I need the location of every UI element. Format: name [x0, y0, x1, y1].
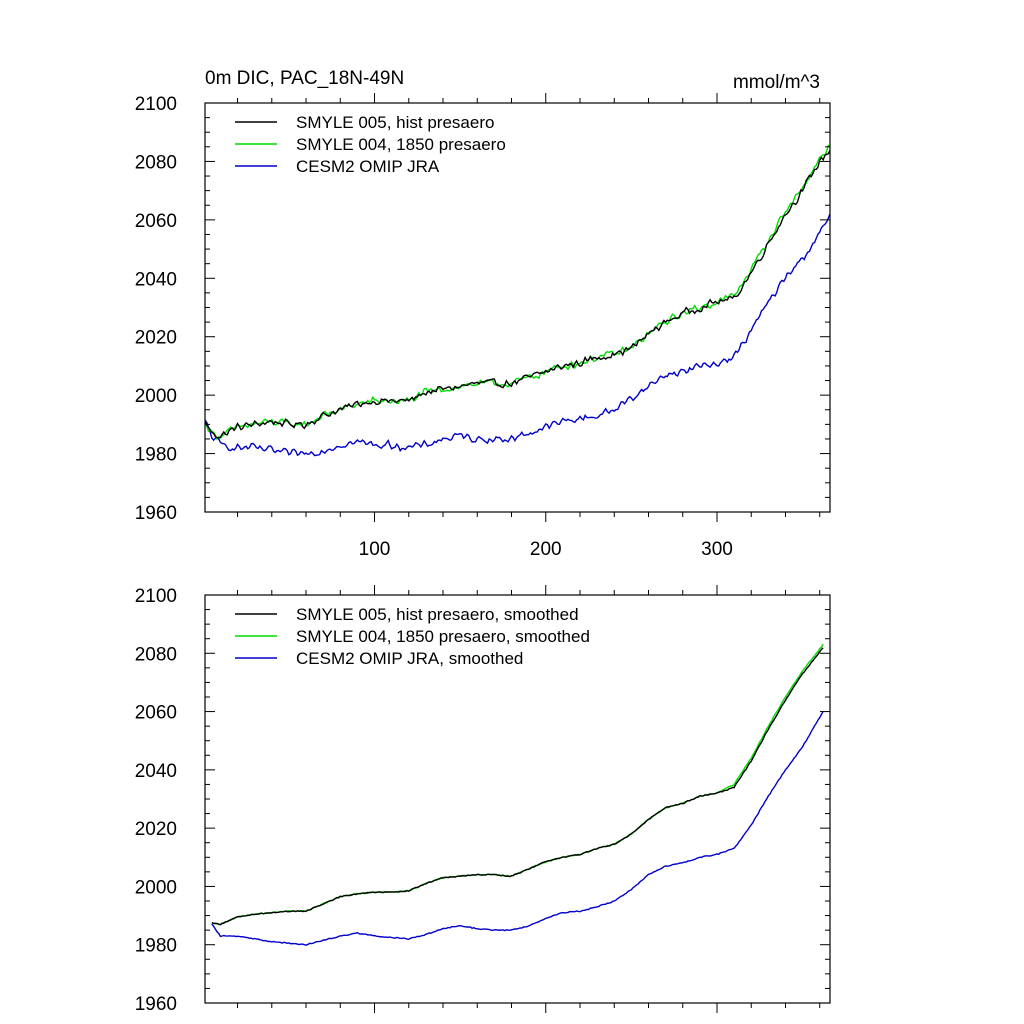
y-tick-label: 2000 [135, 386, 177, 407]
y-tick-label: 1980 [135, 936, 177, 957]
y-tick-label: 2100 [135, 94, 177, 115]
x-tick-label: 200 [530, 539, 562, 560]
y-tick-label: 1980 [135, 445, 177, 466]
series-line-fixed1850 [205, 144, 830, 441]
series-line-omip [205, 213, 830, 457]
legend-label-fixed1850: SMYLE 004, 1850 presaero, smoothed [296, 627, 590, 646]
units-label: mmol/m^3 [733, 72, 820, 93]
legend: SMYLE 005, hist presaero SMYLE 004, 1850 … [235, 113, 506, 176]
chart-title: 0m DIC, PAC_18N-49N [205, 68, 404, 89]
y-tick-label: 2060 [135, 211, 177, 232]
series-line-hist [211, 647, 824, 926]
series-line-omip [211, 710, 824, 946]
series-line-fixed1850 [211, 643, 824, 926]
legend: SMYLE 005, hist presaero, smoothed SMYLE … [235, 605, 590, 668]
legend-label-hist: SMYLE 005, hist presaero [296, 113, 494, 132]
y-tick-label: 2080 [135, 644, 177, 665]
series-lines [211, 643, 824, 946]
bottom-panel: 1960 1980 2000 2020 2040 2060 2080 2100 SMYLE 00… [135, 585, 831, 1015]
y-tick-label: 1960 [135, 994, 177, 1015]
legend-label-fixed1850: SMYLE 004, 1850 presaero [296, 135, 506, 154]
y-tick-label: 2000 [135, 877, 177, 898]
y-tick-label: 2040 [135, 269, 177, 290]
y-tick-label: 2100 [135, 586, 177, 607]
top-panel: 1960 1980 2000 2020 2040 2060 2080 2100 100 200 30… [135, 93, 831, 560]
y-tick-label: 2040 [135, 761, 177, 782]
series-lines [205, 144, 830, 457]
legend-label-hist: SMYLE 005, hist presaero, smoothed [296, 605, 579, 624]
legend-label-omip: CESM2 OMIP JRA [296, 157, 440, 176]
y-tick-label: 2060 [135, 703, 177, 724]
x-tick-label: 100 [359, 539, 391, 560]
y-tick-label: 2020 [135, 328, 177, 349]
x-tick-label: 300 [701, 539, 733, 560]
series-line-hist [205, 149, 830, 439]
y-tick-label: 1960 [135, 503, 177, 524]
y-tick-label: 2080 [135, 152, 177, 173]
y-tick-label: 2020 [135, 819, 177, 840]
legend-label-omip: CESM2 OMIP JRA, smoothed [296, 649, 523, 668]
